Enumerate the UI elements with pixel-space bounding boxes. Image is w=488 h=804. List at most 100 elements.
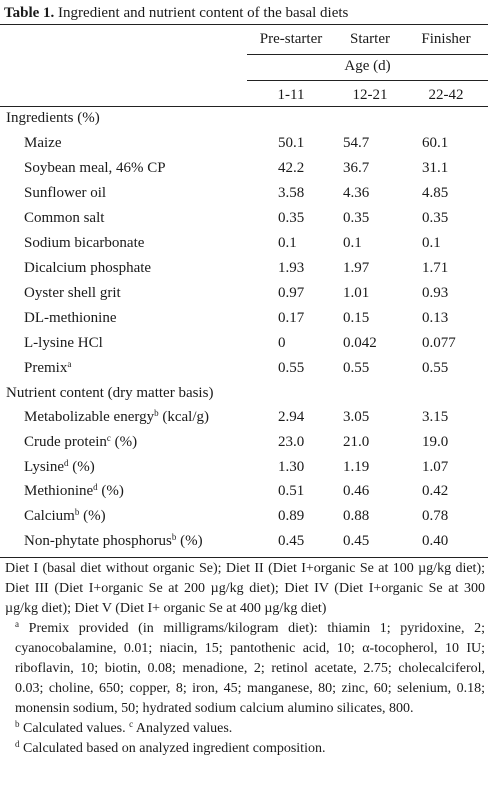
row-value: 1.30 <box>278 458 305 475</box>
row-label-footnote-mark: c <box>106 432 111 443</box>
row-label: Calciumb (%) <box>24 506 106 526</box>
row-value: 0.42 <box>422 483 449 500</box>
footnote-d: d Calculated based on analyzed ingredien… <box>5 739 485 759</box>
row-value: 0.45 <box>278 533 305 549</box>
row-label: Non-phytate phosphorusb (%) <box>24 531 203 551</box>
row-value: 0.077 <box>422 335 456 351</box>
row-value: 0.1 <box>278 235 297 251</box>
header-rule-2 <box>247 80 488 81</box>
row-value: 0.45 <box>343 533 370 549</box>
row-label-footnote-mark: b <box>74 507 80 518</box>
age-range-finisher: 22-42 <box>428 87 464 103</box>
row-label: Premixa <box>24 358 71 378</box>
table-number: Table 1. <box>4 5 55 21</box>
row-value: 0.15 <box>343 310 370 326</box>
table-caption: Table 1. Ingredient and nutrient content… <box>4 3 348 23</box>
row-label-text: Premix <box>24 360 68 376</box>
row-label: Oyster shell grit <box>24 283 121 303</box>
col-header-starter: Starter <box>350 31 390 47</box>
row-label-unit: (kcal/g) <box>158 409 209 425</box>
row-value: 4.85 <box>422 185 449 201</box>
row-label: Crude proteinc (%) <box>24 432 137 452</box>
row-value: 0.35 <box>422 210 449 226</box>
row-value: 1.07 <box>422 458 449 475</box>
row-value: 0.51 <box>278 483 305 500</box>
footnote-c-text: Analyzed values. <box>133 721 233 736</box>
footnote-d-text: Calculated based on analyzed ingredient … <box>19 741 326 756</box>
row-value: 0.35 <box>278 210 305 226</box>
row-label: Methionined (%) <box>24 481 124 501</box>
row-value: 3.58 <box>278 185 305 201</box>
row-label-text: Common salt <box>24 210 105 226</box>
row-value: 60.1 <box>422 135 449 151</box>
row-value: 50.1 <box>278 135 305 151</box>
footnote-diets: Diet I (basal diet without organic Se); … <box>5 561 485 616</box>
row-value: 19.0 <box>422 433 449 450</box>
row-value: 0.55 <box>422 360 449 376</box>
ingredients-heading: Ingredients (%) <box>6 110 100 126</box>
row-label: Dicalcium phosphate <box>24 258 151 278</box>
age-range-pre-starter: 1-11 <box>277 87 305 103</box>
footnote-a-text: Premix provided (in milligrams/kilogram … <box>15 621 485 716</box>
footnote-c-mark: c <box>129 719 134 729</box>
row-label-footnote-mark: b <box>154 408 159 418</box>
header-rule-1 <box>247 54 488 55</box>
footnote-bc: b Calculated values. c Analyzed values. <box>5 719 485 739</box>
row-value: 0.97 <box>278 285 305 301</box>
row-value: 31.1 <box>422 160 449 176</box>
footnote-b-text: Calculated values. <box>19 721 130 736</box>
row-value: 1.01 <box>343 285 370 301</box>
row-value: 4.36 <box>343 185 370 201</box>
row-value: 0.78 <box>422 508 449 525</box>
row-value: 0 <box>278 335 286 351</box>
age-label: Age (d) <box>344 58 391 74</box>
row-label-text: Sunflower oil <box>24 185 107 201</box>
row-label-text: Soybean meal, 46% CP <box>24 160 166 176</box>
row-label: Lysined (%) <box>24 457 95 477</box>
row-label: Sunflower oil <box>24 183 106 203</box>
row-value: 0.88 <box>343 508 370 525</box>
row-value: 0.35 <box>343 210 370 226</box>
row-value: 0.55 <box>343 360 370 376</box>
row-label: L-lysine HCl <box>24 333 103 353</box>
row-label-unit: (%) <box>110 433 138 450</box>
footnote-a-mark: a <box>15 619 19 629</box>
row-value: 0.1 <box>422 235 441 251</box>
footnote-d-mark: d <box>15 739 20 749</box>
nutrients-heading: Nutrient content (dry matter basis) <box>6 385 214 401</box>
row-label-footnote-mark: a <box>67 359 72 369</box>
row-label: Common salt <box>24 208 104 228</box>
row-value: 0.55 <box>278 360 305 376</box>
row-value: 0.042 <box>343 335 377 351</box>
row-value: 0.17 <box>278 310 305 326</box>
row-label-footnote-mark: d <box>64 457 69 468</box>
row-label-text: L-lysine HCl <box>24 335 103 351</box>
row-label-text: Non-phytate phosphorus <box>24 533 172 549</box>
row-label-footnote-mark: d <box>93 482 98 493</box>
row-label: Maize <box>24 133 61 153</box>
row-value: 54.7 <box>343 135 370 151</box>
row-value: 36.7 <box>343 160 370 176</box>
row-value: 0.89 <box>278 508 305 525</box>
row-label: Metabolizable energyb (kcal/g) <box>24 407 209 427</box>
row-label: Sodium bicarbonate <box>24 233 144 253</box>
row-value: 0.93 <box>422 285 449 301</box>
row-value: 2.94 <box>278 409 305 425</box>
row-label-text: Dicalcium phosphate <box>24 260 152 276</box>
row-label-unit: (%) <box>79 508 106 525</box>
row-value: 0.40 <box>422 533 449 549</box>
row-label-text: Crude protein <box>24 433 107 450</box>
row-label-text: Calcium <box>24 508 75 525</box>
row-label-text: DL-methionine <box>24 310 117 326</box>
row-value: 1.71 <box>422 260 449 276</box>
row-label: DL-methionine <box>24 308 116 328</box>
row-value: 3.15 <box>422 409 449 425</box>
row-value: 0.13 <box>422 310 449 326</box>
row-label-unit: (%) <box>68 458 95 475</box>
row-value: 0.46 <box>343 483 370 500</box>
row-label-unit: (%) <box>97 483 124 500</box>
row-value: 42.2 <box>278 160 305 176</box>
header-bottom-rule <box>0 106 488 107</box>
row-value: 23.0 <box>278 433 305 450</box>
